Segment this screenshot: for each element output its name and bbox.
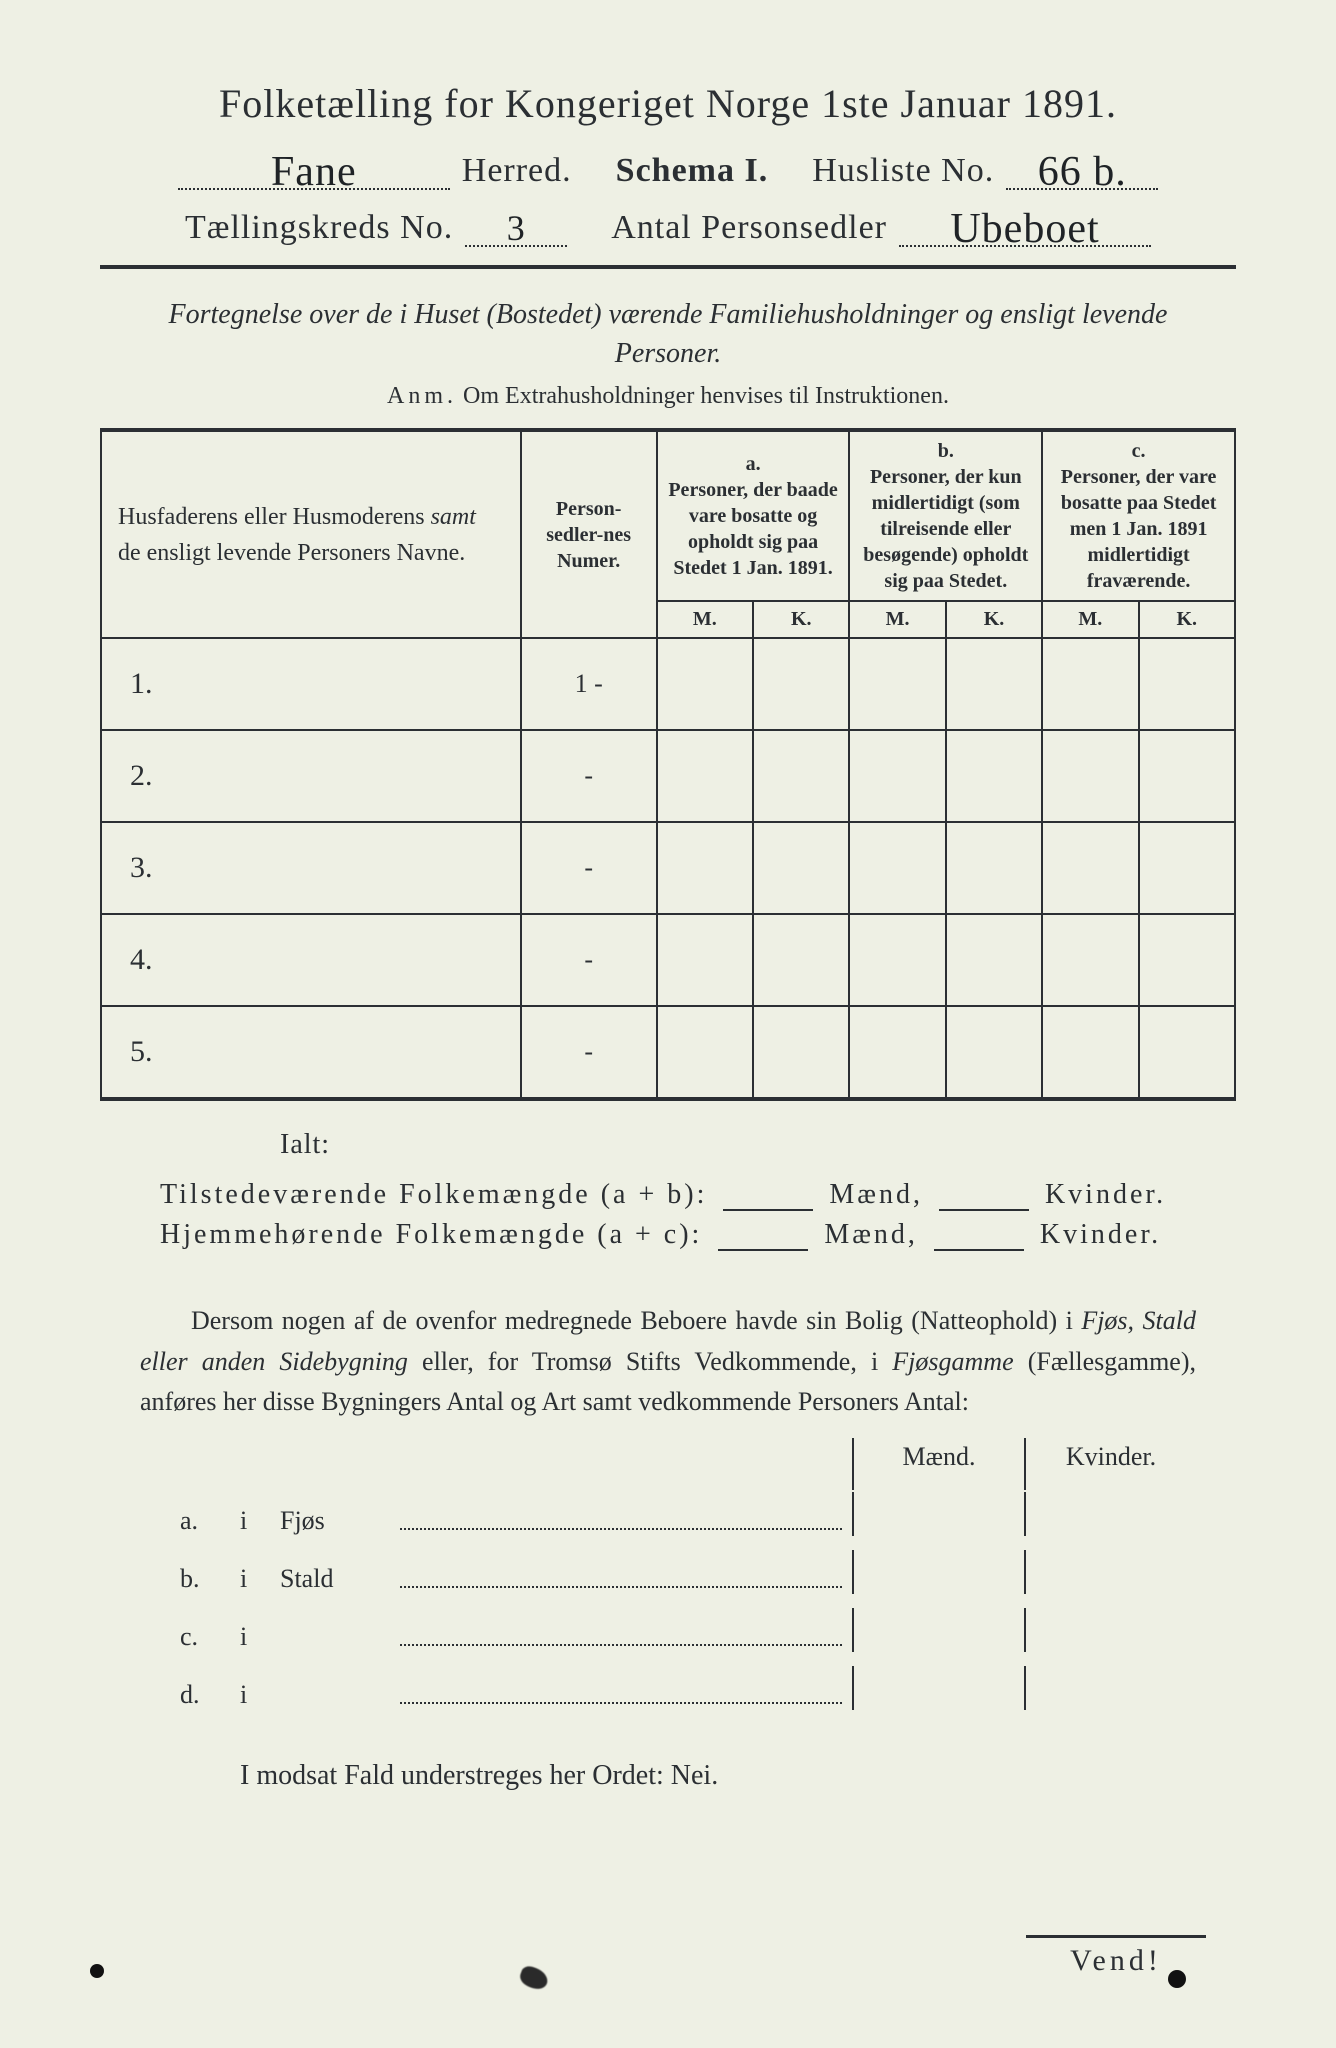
side-row-m	[852, 1550, 1024, 1594]
kreds-field: 3	[465, 206, 567, 247]
husliste-label: Husliste No.	[812, 152, 994, 190]
census-form-page: Folketælling for Kongeriget Norge 1ste J…	[0, 0, 1336, 2048]
row-idx: 2.	[101, 730, 521, 822]
row-idx: 3.	[101, 822, 521, 914]
sum1-k-blank	[939, 1209, 1029, 1211]
herred-field: Fane	[178, 145, 450, 190]
sum-line-1: Tilstedeværende Folkemængde (a + b): Mæn…	[160, 1179, 1236, 1211]
side-row-m	[852, 1608, 1024, 1652]
col-b: b.Personer, der kun midlertidigt (som ti…	[849, 430, 1042, 601]
side-row-word: Stald	[280, 1564, 400, 1594]
row-num: -	[521, 1006, 657, 1099]
subtitle: Fortegnelse over de i Huset (Bostedet) v…	[160, 295, 1176, 373]
antal-handwritten: Ubeboet	[950, 208, 1099, 250]
anm-line: Anm. Om Extrahusholdninger henvises til …	[100, 383, 1236, 410]
side-header: Mænd. Kvinder.	[852, 1438, 1196, 1490]
row-idx: 1.	[101, 638, 521, 730]
ialt-label: Ialt:	[280, 1129, 1236, 1161]
row-num: -	[521, 730, 657, 822]
schema-label: Schema I.	[616, 152, 769, 190]
side-row-i: i	[240, 1564, 280, 1594]
antal-label: Antal Personsedler	[611, 209, 887, 247]
table-row: 2. -	[101, 730, 1235, 822]
side-row-k	[1024, 1550, 1196, 1594]
side-row-k	[1024, 1666, 1196, 1710]
side-row-i: i	[240, 1680, 280, 1710]
sum2-m-label: Mænd,	[824, 1219, 918, 1251]
row-num: -	[521, 914, 657, 1006]
row-num: 1 -	[521, 638, 657, 730]
kreds-label: Tællingskreds No.	[185, 209, 453, 247]
table-row: 1. 1 -	[101, 638, 1235, 730]
sum1-m-label: Mænd,	[829, 1179, 923, 1211]
side-row-k	[1024, 1608, 1196, 1652]
side-row: b. i Stald	[180, 1550, 1196, 1594]
row-idx: 4.	[101, 914, 521, 1006]
col-a: a.Personer, der baade vare bosatte og op…	[657, 430, 850, 601]
sum2-pre: Hjemmehørende Folkemængde (a + c):	[160, 1219, 702, 1251]
side-row-dots	[400, 1702, 842, 1704]
husliste-handwritten: 66 b.	[1038, 151, 1127, 193]
inkblot-icon	[90, 1964, 104, 1978]
herred-handwritten: Fane	[271, 151, 357, 193]
nei-line: I modsat Fald understreges her Ordet: Ne…	[240, 1760, 1236, 1792]
col-a-m: M.	[657, 601, 753, 638]
row-num: -	[521, 822, 657, 914]
antal-field: Ubeboet	[899, 202, 1151, 247]
inkblot-icon	[517, 1964, 550, 1992]
inkblot-icon	[1168, 1970, 1186, 1988]
table-row: 3. -	[101, 822, 1235, 914]
table-row: 4. -	[101, 914, 1235, 1006]
side-row-i: i	[240, 1622, 280, 1652]
side-row-k	[1024, 1492, 1196, 1536]
sum1-pre: Tilstedeværende Folkemængde (a + b):	[160, 1179, 707, 1211]
sum1-m-blank	[723, 1209, 813, 1211]
col-b-k: K.	[946, 601, 1042, 638]
header-rule	[100, 265, 1236, 269]
side-row-lab: b.	[180, 1564, 240, 1594]
side-row: d. i	[180, 1666, 1196, 1710]
side-row-lab: a.	[180, 1506, 240, 1536]
main-table: Husfaderens eller Husmoderens samt de en…	[100, 428, 1236, 1101]
col-names: Husfaderens eller Husmoderens samt de en…	[101, 430, 521, 638]
side-row-i: i	[240, 1506, 280, 1536]
side-row: a. i Fjøs	[180, 1492, 1196, 1536]
side-table: Mænd. Kvinder. a. i Fjøs b. i Stald c. i	[180, 1444, 1196, 1710]
side-row-m	[852, 1666, 1024, 1710]
col-c-k: K.	[1139, 601, 1235, 638]
side-row-dots	[400, 1528, 842, 1530]
sum1-k-label: Kvinder.	[1045, 1179, 1166, 1211]
col-b-m: M.	[849, 601, 945, 638]
side-row-m	[852, 1492, 1024, 1536]
anm-lead: Anm.	[387, 383, 457, 409]
side-m-label: Mænd.	[852, 1438, 1024, 1490]
header-row-2: Tællingskreds No. 3 Antal Personsedler U…	[100, 202, 1236, 247]
side-paragraph: Dersom nogen af de ovenfor medregnede Be…	[140, 1301, 1196, 1422]
side-row-lab: d.	[180, 1680, 240, 1710]
side-row-lab: c.	[180, 1622, 240, 1652]
kreds-handwritten: 3	[507, 210, 526, 246]
page-title: Folketælling for Kongeriget Norge 1ste J…	[100, 80, 1236, 127]
sum2-m-blank	[718, 1249, 808, 1251]
herred-label: Herred.	[462, 152, 572, 190]
col-c-m: M.	[1042, 601, 1138, 638]
side-row-dots	[400, 1644, 842, 1646]
col-a-k: K.	[753, 601, 849, 638]
side-row: c. i	[180, 1608, 1196, 1652]
col-c: c.Personer, der vare bosatte paa Stedet …	[1042, 430, 1235, 601]
table-header-row-1: Husfaderens eller Husmoderens samt de en…	[101, 430, 1235, 601]
header-row-1: Fane Herred. Schema I. Husliste No. 66 b…	[100, 145, 1236, 190]
sum2-k-blank	[934, 1249, 1024, 1251]
table-row: 5. -	[101, 1006, 1235, 1099]
side-row-dots	[400, 1586, 842, 1588]
sum-line-2: Hjemmehørende Folkemængde (a + c): Mænd,…	[160, 1219, 1236, 1251]
side-row-word: Fjøs	[280, 1506, 400, 1536]
side-k-label: Kvinder.	[1024, 1438, 1196, 1490]
col-numer: Person-sedler-nes Numer.	[521, 430, 657, 638]
row-idx: 5.	[101, 1006, 521, 1099]
husliste-field: 66 b.	[1006, 145, 1158, 190]
anm-text: Om Extrahusholdninger henvises til Instr…	[463, 383, 949, 409]
sum2-k-label: Kvinder.	[1040, 1219, 1161, 1251]
